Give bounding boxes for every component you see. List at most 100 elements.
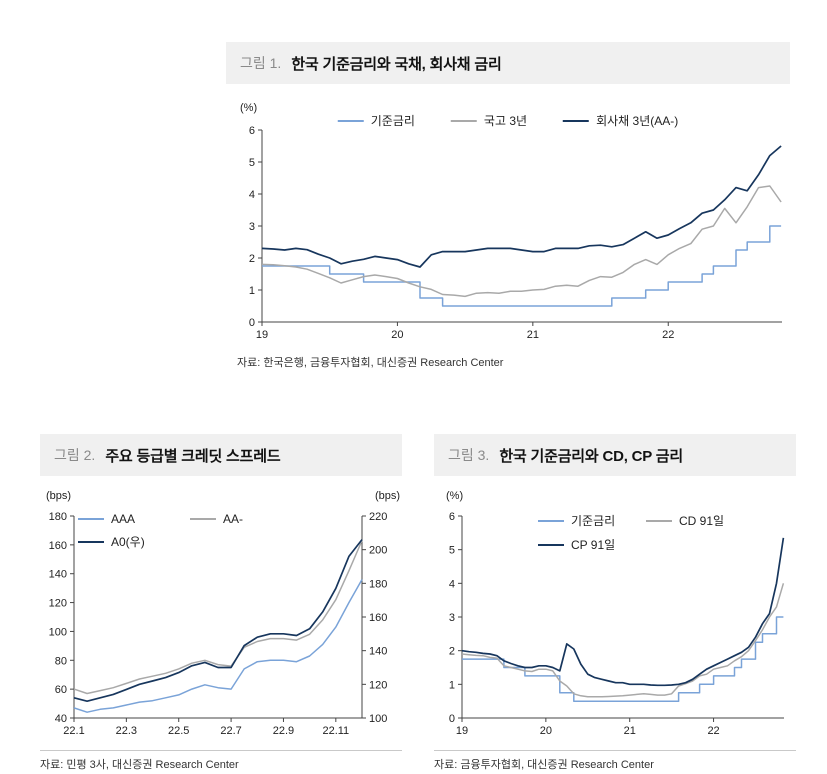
line-chart: 0 1 2 3 4 5 6 19 20 21 22 xyxy=(226,104,790,349)
svg-text:22.11: 22.11 xyxy=(322,725,349,737)
chart-legend: 기준금리 CD 91일 CP 91일 xyxy=(538,512,724,553)
legend-line-swatch xyxy=(78,540,104,543)
svg-text:2: 2 xyxy=(249,253,255,265)
svg-text:0: 0 xyxy=(449,713,455,725)
right-axis-unit-label: (bps) xyxy=(374,490,400,502)
svg-text:6: 6 xyxy=(449,511,455,523)
figure-2: 그림 2. 주요 등급별 크레딧 스프레드 (bps) (bps) AAA AA-… xyxy=(40,434,402,772)
svg-text:22.5: 22.5 xyxy=(168,725,189,737)
svg-text:19: 19 xyxy=(256,329,268,341)
figure-1: 그림 1. 한국 기준금리와 국채, 회사채 금리 (%) 기준금리 국고 3년 회… xyxy=(226,42,790,370)
series-line xyxy=(261,145,782,268)
svg-text:0: 0 xyxy=(249,317,255,329)
svg-text:1: 1 xyxy=(249,285,255,297)
svg-text:22.1: 22.1 xyxy=(63,725,84,737)
left-axis-unit-label: (bps) xyxy=(46,490,72,502)
svg-text:22: 22 xyxy=(662,329,674,341)
line-chart: 40 60 80 100 120 140 160 180 100 120 140 160 180 200 2… xyxy=(40,492,402,745)
svg-text:22: 22 xyxy=(707,725,719,737)
svg-text:19: 19 xyxy=(456,725,468,737)
figure-2-header: 그림 2. 주요 등급별 크레딧 스프레드 xyxy=(40,434,402,476)
series-line xyxy=(261,185,782,298)
figure-1-chart-area: (%) 기준금리 국고 3년 회사채 3년(AA-) 0 1 2 3 4 5 6 19 20 21 22 xyxy=(226,102,790,344)
legend-label: AA- xyxy=(223,512,244,526)
legend-label: AAA xyxy=(111,512,136,526)
legend-line-swatch xyxy=(78,518,104,520)
figure-2-title: 주요 등급별 크레딧 스프레드 xyxy=(105,447,281,465)
legend-label: 기준금리 xyxy=(571,514,616,528)
svg-text:21: 21 xyxy=(527,329,539,341)
series-line xyxy=(73,540,363,695)
svg-text:100: 100 xyxy=(369,713,387,725)
svg-text:60: 60 xyxy=(55,684,67,696)
legend-item: 회사채 3년(AA-) xyxy=(563,112,678,129)
figure-2-chart-area: (bps) (bps) AAA AA- A0(우) 40 60 80 100 120 140 1… xyxy=(40,490,402,740)
chart-canvas: 0 1 2 3 4 5 6 19 20 21 22 xyxy=(249,125,782,341)
figure-1-label: 그림 1. xyxy=(240,55,282,71)
legend-line-swatch xyxy=(450,119,477,122)
legend-item: CD 91일 xyxy=(646,512,724,529)
figure-3-title: 한국 기준금리와 CD, CP 금리 xyxy=(499,447,683,465)
svg-text:22.9: 22.9 xyxy=(273,725,294,737)
legend-line-swatch xyxy=(538,543,564,546)
svg-text:21: 21 xyxy=(624,725,636,737)
legend-label: 기준금리 xyxy=(370,114,415,128)
svg-text:5: 5 xyxy=(449,545,455,557)
series-line xyxy=(461,583,785,698)
legend-label: CP 91일 xyxy=(571,538,616,552)
legend-item: 기준금리 xyxy=(337,112,415,129)
svg-text:180: 180 xyxy=(49,511,67,523)
svg-text:4: 4 xyxy=(249,189,255,201)
legend-item: AA- xyxy=(190,512,243,526)
series-line xyxy=(73,539,363,703)
svg-text:120: 120 xyxy=(369,679,387,691)
svg-text:140: 140 xyxy=(369,646,387,658)
svg-text:3: 3 xyxy=(249,221,255,233)
line-chart: 0 1 2 3 4 5 6 19 20 21 22 xyxy=(434,492,796,745)
left-axis-unit-label: (%) xyxy=(240,102,258,114)
svg-text:80: 80 xyxy=(55,655,67,667)
figure-3-chart-area: (%) 기준금리 CD 91일 CP 91일 0 1 2 3 4 5 6 19 20 21 22 xyxy=(434,490,796,740)
figure-3-label: 그림 3. xyxy=(448,447,490,463)
svg-text:20: 20 xyxy=(391,329,403,341)
legend-item: AAA xyxy=(78,512,190,526)
svg-text:22.7: 22.7 xyxy=(220,725,241,737)
chart-legend: 기준금리 국고 3년 회사채 3년(AA-) xyxy=(337,112,678,129)
legend-item: 기준금리 xyxy=(538,512,646,529)
legend-line-swatch xyxy=(563,119,590,122)
figure-1-title: 한국 기준금리와 국채, 회사채 금리 xyxy=(291,55,502,73)
chart-canvas: 40 60 80 100 120 140 160 180 100 120 140 160 180 200 2… xyxy=(49,511,388,737)
svg-text:3: 3 xyxy=(449,612,455,624)
svg-text:180: 180 xyxy=(369,578,387,590)
series-line xyxy=(462,616,784,702)
figure-3-header: 그림 3. 한국 기준금리와 CD, CP 금리 xyxy=(434,434,796,476)
series-line xyxy=(262,225,782,307)
legend-line-swatch xyxy=(646,519,672,522)
svg-text:160: 160 xyxy=(369,612,387,624)
legend-item: CP 91일 xyxy=(538,536,646,553)
svg-text:40: 40 xyxy=(55,713,67,725)
series-line xyxy=(73,579,363,713)
source-note: 자료: 민평 3사, 대신증권 Research Center xyxy=(40,750,402,772)
svg-text:4: 4 xyxy=(449,578,455,590)
svg-text:5: 5 xyxy=(249,157,255,169)
legend-line-swatch xyxy=(190,518,216,520)
svg-text:120: 120 xyxy=(49,598,67,610)
source-note: 자료: 한국은행, 금융투자협회, 대신증권 Research Center xyxy=(237,357,504,369)
svg-text:2: 2 xyxy=(449,646,455,658)
legend-item: 국고 3년 xyxy=(450,112,527,129)
svg-text:220: 220 xyxy=(369,511,387,523)
figure-3: 그림 3. 한국 기준금리와 CD, CP 금리 (%) 기준금리 CD 91일 C… xyxy=(434,434,796,772)
svg-text:160: 160 xyxy=(49,540,67,552)
legend-label: CD 91일 xyxy=(679,514,725,528)
chart-legend: AAA AA- A0(우) xyxy=(78,512,243,550)
left-axis-unit-label: (%) xyxy=(446,490,464,502)
legend-label: A0(우) xyxy=(111,535,145,549)
chart-canvas: 0 1 2 3 4 5 6 19 20 21 22 xyxy=(449,511,785,737)
legend-item: A0(우) xyxy=(78,533,190,550)
source-note: 자료: 금융투자협회, 대신증권 Research Center xyxy=(434,750,796,772)
svg-text:1: 1 xyxy=(449,679,455,691)
legend-label: 회사채 3년(AA-) xyxy=(596,114,679,128)
figure-1-header: 그림 1. 한국 기준금리와 국채, 회사채 금리 xyxy=(226,42,790,84)
svg-text:20: 20 xyxy=(540,725,552,737)
